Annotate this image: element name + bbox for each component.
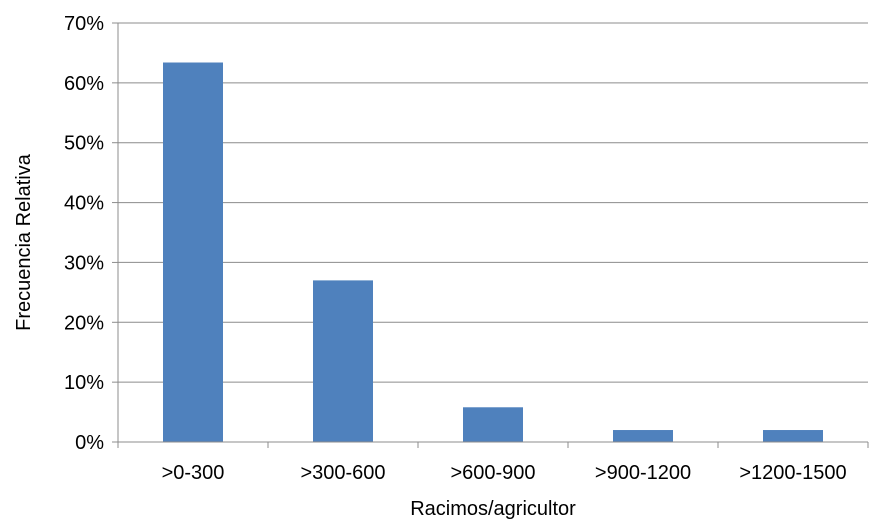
y-tick-label: 40% [64, 193, 104, 215]
x-tick-label: >300-600 [300, 462, 385, 484]
x-tick-label: >600-900 [450, 462, 535, 484]
y-tick-label: 30% [64, 252, 104, 274]
y-tick-label: 60% [64, 73, 104, 95]
x-tick-label: >0-300 [162, 462, 225, 484]
x-axis-title: Racimos/agricultor [410, 498, 576, 520]
bar-5 [763, 430, 823, 442]
y-tick-label: 70% [64, 13, 104, 35]
y-tick-label: 10% [64, 372, 104, 394]
x-tick-label: >1200-1500 [739, 462, 846, 484]
x-tick-labels: >0-300 >300-600 >600-900 >900-1200 >1200-150… [162, 462, 847, 484]
y-axis-title: Frecuencia Relativa [13, 153, 35, 331]
bar-1 [163, 62, 223, 443]
x-tick-label: >900-1200 [595, 462, 691, 484]
axes [112, 22, 869, 448]
y-tick-label: 20% [64, 312, 104, 334]
y-tick-label: 50% [64, 133, 104, 155]
bar-2 [313, 280, 373, 442]
gridlines [118, 22, 868, 383]
y-tick-label: 0% [75, 432, 104, 454]
bar-3 [463, 407, 523, 442]
y-tick-labels: 0% 10% 20% 30% 40% 50% 60% 70% [64, 13, 104, 454]
bar-4 [613, 430, 673, 442]
bars [163, 62, 823, 443]
